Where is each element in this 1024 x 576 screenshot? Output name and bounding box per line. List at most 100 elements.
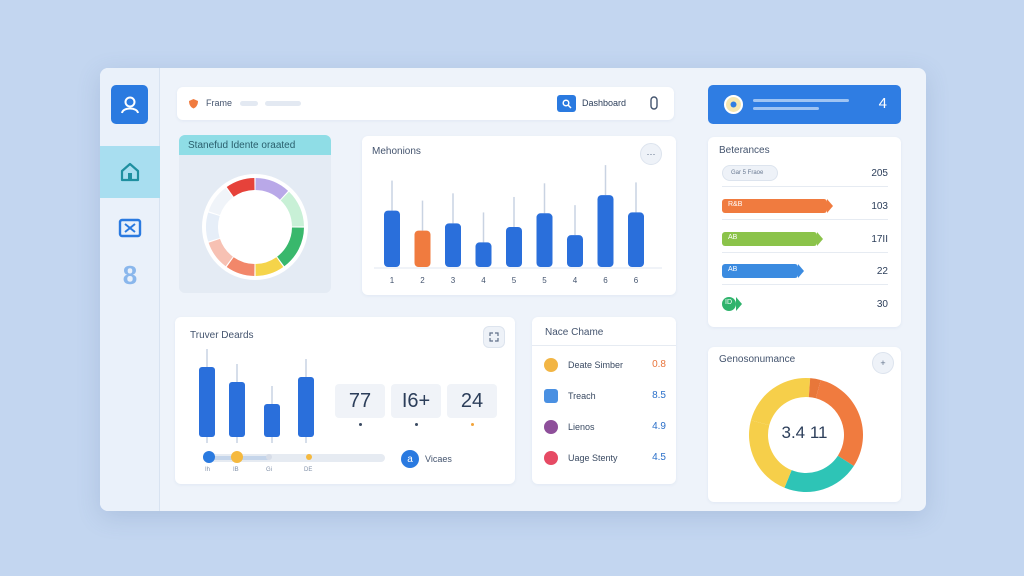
trend-chart (199, 349, 314, 443)
slider-handle[interactable] (231, 451, 243, 463)
table-row[interactable]: R&B 103 (722, 194, 888, 220)
bar[interactable] (536, 213, 553, 267)
stat-box: 77 (335, 384, 385, 418)
progress-label: ID (725, 299, 732, 306)
pie-slice[interactable] (226, 178, 255, 197)
progress-bar: AB (722, 264, 805, 278)
progress-tip (736, 297, 742, 311)
list-item-label: Deate Simber (568, 360, 624, 370)
stat-dot (415, 423, 418, 426)
bar[interactable] (384, 210, 400, 267)
window-icon (544, 389, 558, 403)
slider-handle[interactable] (203, 451, 215, 463)
pie-slice[interactable] (226, 257, 255, 276)
bars-card-title: Mehonions (372, 146, 421, 157)
search-button[interactable] (557, 95, 576, 112)
row-value: 205 (871, 168, 888, 179)
bar[interactable] (445, 223, 461, 267)
mic-icon[interactable] (649, 96, 659, 111)
slider-label: Ih (205, 467, 211, 473)
list-item[interactable]: Deate Simber 0.8 (544, 357, 666, 373)
bar-tick-label: 4 (573, 276, 578, 285)
pie-slice[interactable] (750, 378, 811, 426)
pie-slice[interactable] (749, 420, 792, 488)
bar[interactable] (628, 212, 644, 267)
progress-label: AB (728, 234, 738, 241)
expand-icon (489, 332, 499, 342)
table-row[interactable]: AB 22 (722, 259, 888, 285)
gauge-hole (769, 398, 843, 472)
pie-slice[interactable] (255, 178, 289, 200)
bar[interactable] (298, 377, 314, 437)
pie-slice[interactable] (255, 257, 284, 276)
name-card: Nace Chame Deate Simber 0.8 Treach 8.5 L… (532, 317, 676, 484)
profile-button[interactable] (111, 85, 148, 124)
bar[interactable] (567, 235, 583, 267)
views-label[interactable]: Vicaes (425, 454, 452, 464)
emoji-icon (544, 358, 558, 372)
bar[interactable] (229, 382, 245, 437)
pie-slice[interactable] (206, 212, 220, 242)
header-count: 4 (878, 95, 887, 112)
references-card: Beterances Gar 5 Fraoe 205 R&B 103 AB 17… (708, 137, 901, 327)
row-value: 30 (876, 299, 888, 310)
sidebar-item-stats[interactable]: 8 (122, 260, 138, 290)
dashboard-link[interactable]: Dashboard (582, 98, 627, 108)
pie-slice[interactable] (280, 191, 304, 227)
board-icon (118, 218, 142, 238)
table-row[interactable]: ID 30 (722, 292, 888, 318)
pie-slice[interactable] (808, 378, 821, 399)
slider-mark (266, 454, 272, 460)
list-item-value: 4.5 (652, 452, 666, 463)
header-line (753, 99, 849, 102)
pie-slice[interactable] (784, 455, 854, 492)
sidebar: 8 (100, 68, 160, 511)
bar[interactable] (414, 230, 431, 267)
list-item[interactable]: Lienos 4.9 (544, 419, 666, 435)
pie-slice[interactable] (815, 379, 863, 467)
row-value: 103 (871, 201, 888, 212)
pie-slice[interactable] (277, 227, 304, 267)
stat-dot (359, 423, 362, 426)
app-window: 8 Frame Dashboard 4 Stane (100, 68, 926, 511)
sidebar-item-boards[interactable] (100, 218, 160, 238)
header-line (753, 107, 819, 110)
bar-tick-label: 6 (603, 276, 608, 285)
progress-label: R&B (728, 201, 743, 208)
pie-slice[interactable] (208, 187, 233, 216)
profile-header[interactable]: 4 (708, 85, 901, 124)
views-icon[interactable]: a (401, 450, 419, 468)
list-item[interactable]: Uage Stenty 4.5 (544, 450, 666, 466)
gauge-card-add-button[interactable]: + (872, 352, 894, 374)
row-value: 17II (871, 234, 888, 245)
slider-label: IB (233, 467, 239, 473)
search-label: Frame (206, 98, 233, 108)
table-row[interactable]: AB 17II (722, 227, 888, 253)
search-placeholder-line (240, 101, 258, 106)
gauge-chart (749, 378, 863, 492)
trend-card: Truver Deards 77 I6+ 24 Ih IB Gi DE a Vi… (175, 317, 515, 484)
avatar (724, 95, 743, 114)
trend-card-expand-button[interactable] (483, 326, 505, 348)
sidebar-item-home[interactable] (100, 146, 160, 198)
gauge-card-title: Genosonumance (719, 354, 796, 365)
bar[interactable] (506, 226, 522, 267)
stat-box: 24 (447, 384, 497, 418)
bars-card-menu-button[interactable]: ⋯ (640, 143, 662, 165)
list-item[interactable]: Treach 8.5 (544, 388, 666, 404)
bar[interactable] (597, 195, 614, 267)
stat-dot (471, 423, 474, 426)
record-icon (544, 451, 558, 465)
filter-chip[interactable]: Gar 5 Fraoe (722, 165, 778, 181)
bar[interactable] (264, 404, 280, 437)
progress-label: AB (728, 266, 738, 273)
pie-slice[interactable] (208, 238, 233, 267)
flask-icon (544, 420, 558, 434)
table-row[interactable]: Gar 5 Fraoe 205 (722, 161, 888, 187)
search-bar[interactable]: Frame Dashboard (177, 87, 674, 120)
gauge-center-value: 3.4 11 (781, 423, 828, 442)
bar-tick-label: 2 (420, 276, 425, 285)
bar[interactable] (199, 367, 215, 437)
name-card-title: Nace Chame (545, 327, 604, 338)
bar[interactable] (475, 242, 492, 267)
